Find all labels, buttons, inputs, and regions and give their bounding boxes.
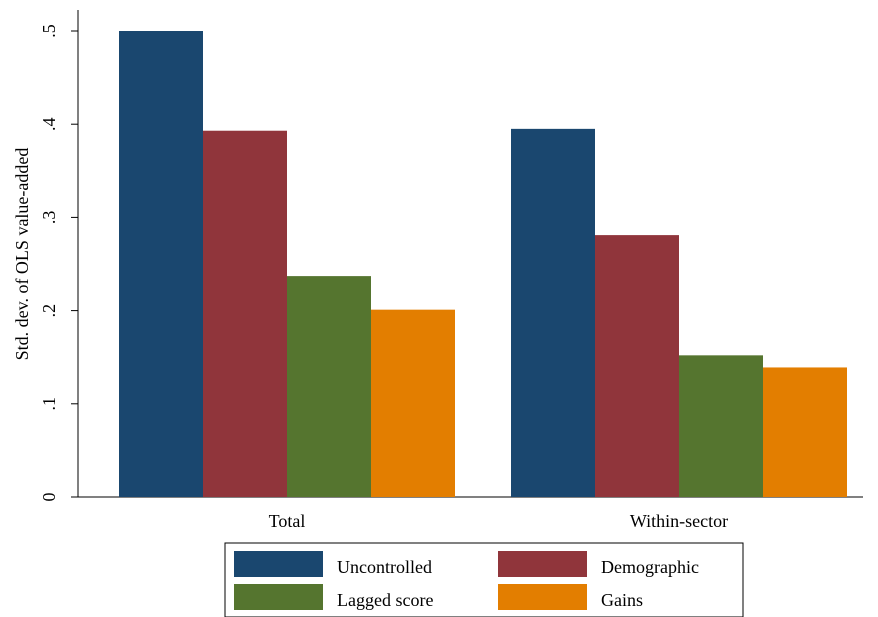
bar-lagged-score-within-sector: [679, 355, 763, 497]
bar-gains-within-sector: [763, 367, 847, 497]
y-tick-label: .1: [39, 397, 59, 411]
bar-gains-total: [371, 309, 455, 497]
legend-swatch-demographic: [498, 551, 587, 577]
legend-swatch-uncontrolled: [234, 551, 323, 577]
y-tick-label: .2: [39, 304, 59, 318]
y-tick-label: .3: [39, 211, 59, 225]
legend-label-lagged-score: Lagged score: [337, 590, 433, 610]
x-category-labels: Total Within-sector: [269, 511, 728, 531]
bar-demographic-total: [203, 130, 287, 497]
y-tick-label: 0: [39, 493, 59, 502]
bars: [119, 31, 847, 498]
bar-uncontrolled-total: [119, 31, 203, 497]
bar-demographic-within-sector: [595, 235, 679, 497]
bar-lagged-score-total: [287, 276, 371, 497]
y-tick-label: .5: [39, 24, 59, 38]
y-axis-title: Std. dev. of OLS value-added: [12, 148, 32, 361]
y-ticks: 0 .1 .2 .3 .4 .5: [39, 24, 78, 502]
legend-label-uncontrolled: Uncontrolled: [337, 557, 432, 577]
x-category-label: Total: [269, 511, 306, 531]
legend-swatch-lagged-score: [234, 584, 323, 610]
legend-label-demographic: Demographic: [601, 557, 699, 577]
bar-uncontrolled-within-sector: [511, 128, 595, 498]
y-tick-label: .4: [39, 117, 59, 131]
legend-swatch-gains: [498, 584, 587, 610]
x-category-label: Within-sector: [630, 511, 728, 531]
legend: Uncontrolled Demographic Lagged score Gains: [224, 542, 744, 617]
legend-label-gains: Gains: [601, 590, 643, 610]
